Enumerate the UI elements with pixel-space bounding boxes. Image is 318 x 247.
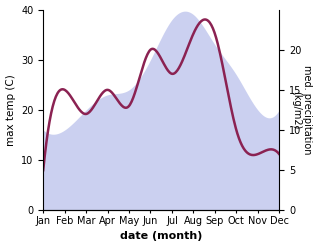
X-axis label: date (month): date (month) <box>120 231 203 242</box>
Y-axis label: med. precipitation
(kg/m2): med. precipitation (kg/m2) <box>291 65 313 155</box>
Y-axis label: max temp (C): max temp (C) <box>5 74 16 146</box>
